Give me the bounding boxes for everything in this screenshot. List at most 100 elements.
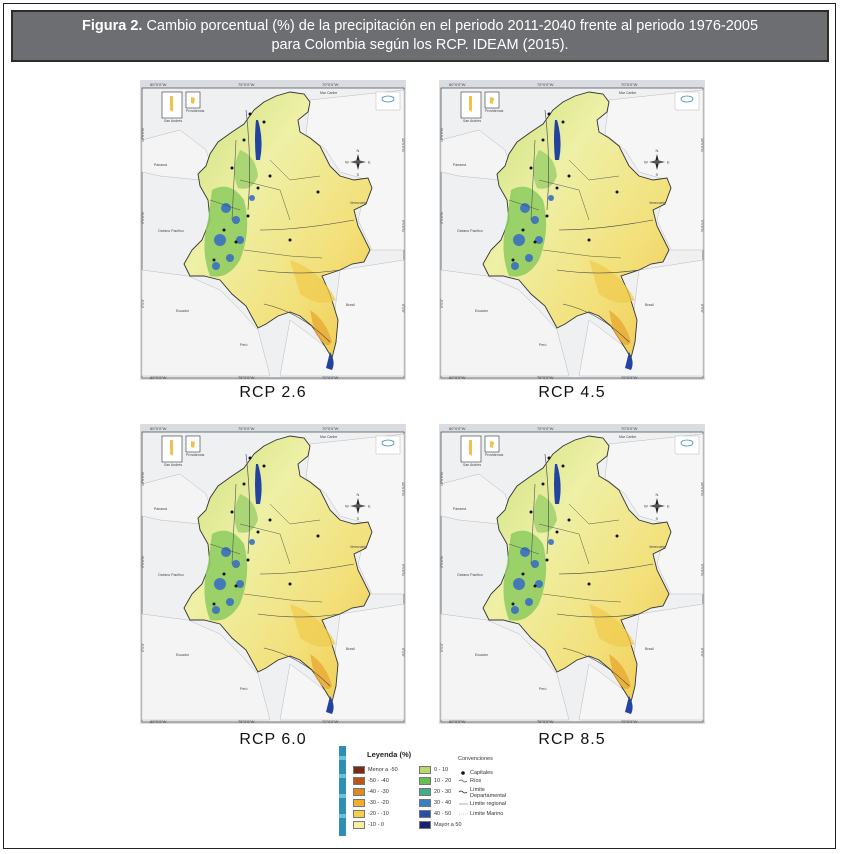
- tick-right-label: 10°0'0"N: [401, 482, 405, 496]
- ideam-logo-mark-icon: [680, 95, 694, 103]
- san-andres-island: [469, 96, 472, 112]
- tick-bottom-label: 70°0'0"W: [322, 719, 339, 724]
- cienaga-water: [554, 464, 561, 504]
- compass-n: N: [357, 492, 360, 497]
- tick-left-label: 0°0'0": [440, 642, 444, 652]
- blue-patch: [548, 539, 554, 545]
- ideam-logo-icon: [375, 91, 401, 111]
- blue-patch: [520, 547, 530, 557]
- river-guaviare: [257, 269, 341, 274]
- providencia-island: [490, 97, 494, 104]
- capital-point: [545, 558, 549, 562]
- east-yellow-region: [290, 260, 336, 303]
- capital-point: [615, 534, 619, 538]
- andean-green-region: [503, 186, 547, 277]
- blue-patch: [214, 578, 226, 590]
- tick-right-label: 10°0'0"N: [401, 138, 405, 152]
- south-orange-region: [609, 310, 631, 346]
- inset-label-providencia: Providencia: [186, 109, 204, 113]
- capital-point: [248, 456, 252, 460]
- north-green-region: [234, 494, 258, 533]
- tick-top-label: 70°0'0"W: [621, 426, 638, 431]
- compass-w: W: [345, 504, 349, 509]
- legend-label: -30 - -20: [368, 800, 389, 806]
- inset-label-providencia: Providencia: [186, 453, 204, 457]
- capital-point: [212, 258, 216, 262]
- blue-patch: [232, 216, 240, 224]
- inset-label-providencia: Providencia: [485, 453, 503, 457]
- inset-label-san-andres: San Andrés: [164, 463, 182, 467]
- map-panel-rcp85: San Andrés Providencia N S E W Mar Caribe Panam…: [439, 424, 705, 724]
- inset-label-providencia: Providencia: [485, 109, 503, 113]
- label-peru: Perú: [539, 687, 546, 691]
- map-label-rcp85: RCP 8.5: [538, 731, 606, 748]
- river-cauca: [231, 483, 237, 565]
- label-mar-caribe: Mar Caribe: [320, 435, 337, 439]
- legend-label: 20 - 30: [434, 789, 452, 795]
- tick-bottom-label: 75°0'0"W: [537, 375, 554, 380]
- label-panama: Panamá: [154, 163, 167, 167]
- compass-w: W: [644, 160, 648, 165]
- capital-point: [268, 174, 272, 178]
- tick-top-label: 70°0'0"W: [621, 82, 638, 87]
- river-cauca: [231, 139, 237, 221]
- capital-point: [316, 190, 320, 194]
- ideam-logo-icon: [375, 435, 401, 455]
- label-panama: Panamá: [154, 507, 167, 511]
- capital-point: [234, 584, 238, 588]
- tick-left-label: 5°0'0"N: [141, 556, 145, 568]
- dept-limit-symbol-icon: [458, 790, 468, 794]
- inset-label-san-andres: San Andrés: [463, 463, 481, 467]
- tick-left-label: 5°0'0"N: [141, 212, 145, 224]
- river-caqueta: [562, 303, 630, 343]
- convention-label: Límite regional: [470, 801, 507, 807]
- compass-s: S: [357, 516, 360, 521]
- capital-point: [222, 228, 226, 232]
- tick-bottom-label: 80°0'0"W: [449, 719, 466, 724]
- convention-label: Departamental: [470, 793, 507, 799]
- capital-point: [212, 602, 216, 606]
- tick-bottom-label: 70°0'0"W: [621, 719, 638, 724]
- tick-top-label: 80°0'0"W: [150, 82, 167, 87]
- capital-point: [288, 238, 292, 242]
- cienaga-water: [255, 464, 262, 504]
- san-andres-island: [469, 440, 472, 456]
- inset-label-san-andres: San Andrés: [463, 119, 481, 123]
- capital-point: [246, 558, 250, 562]
- tick-bottom-label: 80°0'0"W: [150, 719, 167, 724]
- capital-point: [316, 534, 320, 538]
- legend-swatch: [419, 821, 431, 829]
- compass-n: N: [656, 148, 659, 153]
- tick-top-label: 80°0'0"W: [150, 426, 167, 431]
- capital-point: [288, 582, 292, 586]
- ideam-logo-mark-icon: [680, 439, 694, 447]
- label-brasil: Brasil: [346, 303, 355, 307]
- legend-title: Leyenda (%): [367, 750, 412, 759]
- capital-point: [511, 258, 515, 262]
- river-meta: [558, 219, 654, 231]
- label-ecuador: Ecuador: [176, 653, 190, 657]
- capital-point: [547, 456, 551, 460]
- south-orange-region: [310, 310, 332, 346]
- label-venezuela: Venezuela: [350, 201, 366, 205]
- capital-point: [541, 138, 545, 142]
- blue-patch: [525, 598, 533, 606]
- capital-point: [529, 166, 533, 170]
- river-magdalena: [245, 453, 250, 555]
- capital-symbol-icon: [461, 771, 465, 775]
- capital-point: [230, 510, 234, 514]
- tick-right-label: 0°0'0": [401, 304, 405, 314]
- tick-bottom-label: 75°0'0"W: [238, 719, 255, 724]
- capital-point: [248, 112, 252, 116]
- department-limits: [209, 503, 323, 603]
- capital-point: [234, 240, 238, 244]
- legend-swatch: [353, 788, 365, 796]
- label-ecuador: Ecuador: [176, 309, 190, 313]
- map-label-rcp45: RCP 4.5: [538, 384, 606, 401]
- label-brasil: Brasil: [645, 303, 654, 307]
- north-green-region: [234, 150, 258, 189]
- capital-point: [246, 214, 250, 218]
- compass-w: W: [644, 504, 648, 509]
- conventions-title: Convenciones: [458, 756, 493, 762]
- caption-label: Figura 2.: [81, 18, 143, 34]
